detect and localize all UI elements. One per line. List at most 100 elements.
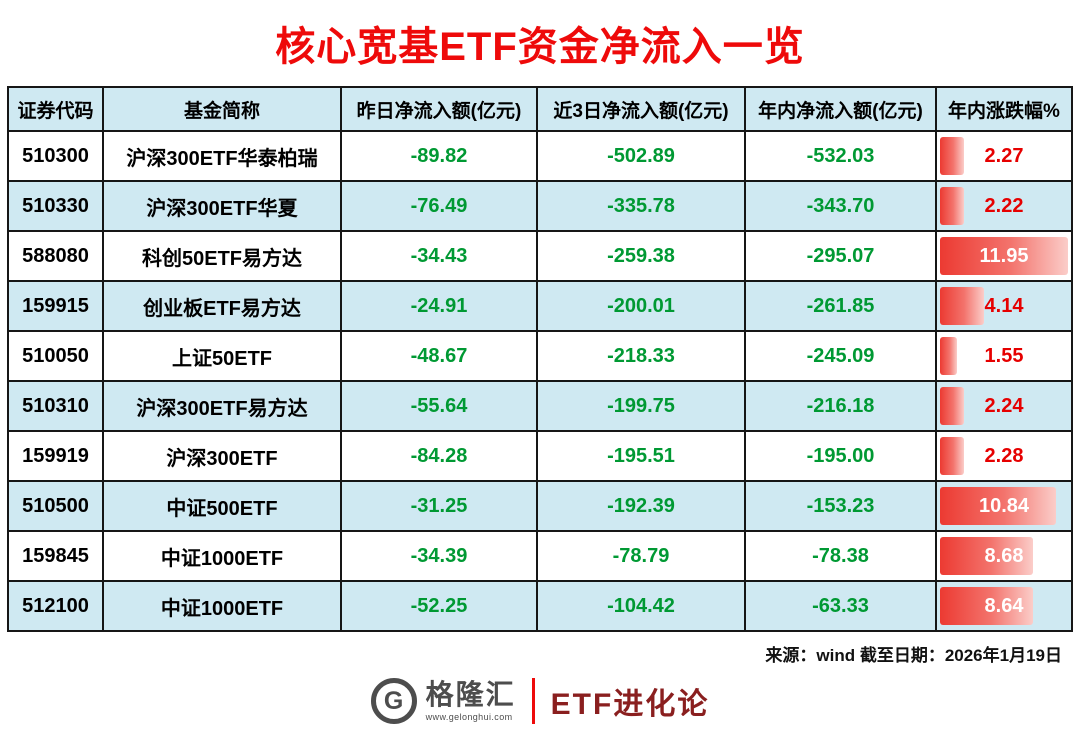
column-header-0: 证券代码 [7,86,104,132]
cell-fund-name: 沪深300ETF易方达 [102,380,342,432]
table-row: 159915 创业板ETF易方达 -24.91 -200.01 -261.85 4.14 [7,280,1073,332]
change-data-bar [940,587,1033,625]
cell-code: 512100 [7,580,104,632]
change-value: 2.27 [984,144,1024,167]
cell-net-flow: -200.01 [536,280,746,332]
column-header-4: 年内净流入额(亿元) [744,86,937,132]
cell-net-flow: -153.23 [744,480,937,532]
cell-net-flow: -52.25 [340,580,538,632]
cell-net-flow: -218.33 [536,330,746,382]
cell-fund-name: 中证1000ETF [102,530,342,582]
cell-fund-name: 沪深300ETF华泰柏瑞 [102,130,342,182]
cell-ytd-change: 4.14 [935,280,1073,332]
cell-ytd-change: 11.95 [935,230,1073,282]
cell-code: 510500 [7,480,104,532]
cell-net-flow: -245.09 [744,330,937,382]
cell-fund-name: 中证1000ETF [102,580,342,632]
change-data-bar [940,437,965,475]
cell-ytd-change: 2.24 [935,380,1073,432]
cell-ytd-change: 2.22 [935,180,1073,232]
table-row: 512100 中证1000ETF -52.25 -104.42 -63.33 8.64 [7,580,1073,632]
cell-net-flow: -335.78 [536,180,746,232]
cell-net-flow: -195.00 [744,430,937,482]
gelonghui-logo: G 格隆汇 www.gelonghui.com [370,678,516,724]
table-row: 159845 中证1000ETF -34.39 -78.79 -78.38 8.68 [7,530,1073,582]
change-data-bar [940,287,985,325]
change-data-bar [940,487,1057,525]
cell-code: 159919 [7,430,104,482]
cell-net-flow: -502.89 [536,130,746,182]
cell-code: 510330 [7,180,104,232]
gelonghui-g-icon: G [370,678,417,724]
etf-brand-title: ETF进化论 [550,688,710,721]
cell-fund-name: 中证500ETF [102,480,342,532]
table-row: 510300 沪深300ETF华泰柏瑞 -89.82 -502.89 -532.03 2.… [7,130,1073,182]
cell-net-flow: -48.67 [340,330,538,382]
cell-code: 510050 [7,330,104,382]
change-value: 8.68 [984,544,1024,567]
column-header-3: 近3日净流入额(亿元) [536,86,746,132]
cell-code: 510310 [7,380,104,432]
page-title: 核心宽基ETF资金净流入一览 [275,25,805,69]
change-data-bar [940,237,1068,275]
footer-brand: G 格隆汇 www.gelonghui.com ETF进化论 [0,678,1080,724]
cell-net-flow: -195.51 [536,430,746,482]
change-value: 8.64 [984,594,1024,617]
table-row: 510050 上证50ETF -48.67 -218.33 -245.09 1.55 [7,330,1073,382]
table-row: 588080 科创50ETF易方达 -34.43 -259.38 -295.07 11.9… [7,230,1073,282]
cell-fund-name: 沪深300ETF [102,430,342,482]
table-body: 510300 沪深300ETF华泰柏瑞 -89.82 -502.89 -532.03 2.… [7,130,1073,632]
cell-ytd-change: 8.68 [935,530,1073,582]
change-value: 10.84 [978,494,1030,517]
cell-ytd-change: 2.27 [935,130,1073,182]
change-value: 2.22 [984,194,1024,217]
cell-net-flow: -63.33 [744,580,937,632]
cell-fund-name: 创业板ETF易方达 [102,280,342,332]
cell-net-flow: -24.91 [340,280,538,332]
etf-flow-table: 证券代码 基金简称 昨日净流入额(亿元) 近3日净流入额(亿元) 年内净流入额(亿元) 年… [7,86,1073,632]
cell-code: 159845 [7,530,104,582]
cell-ytd-change: 10.84 [935,480,1073,532]
cell-code: 588080 [7,230,104,282]
cell-net-flow: -216.18 [744,380,937,432]
cell-fund-name: 上证50ETF [102,330,342,382]
change-data-bar [940,537,1033,575]
cell-net-flow: -343.70 [744,180,937,232]
cell-ytd-change: 8.64 [935,580,1073,632]
cell-net-flow: -31.25 [340,480,538,532]
cell-net-flow: -78.79 [536,530,746,582]
cell-code: 159915 [7,280,104,332]
change-value: 4.14 [984,294,1024,317]
change-value: 11.95 [979,244,1029,267]
logo-text: 格隆汇 www.gelonghui.com [425,678,516,722]
cell-net-flow: -104.42 [536,580,746,632]
cell-ytd-change: 1.55 [935,330,1073,382]
cell-net-flow: -89.82 [340,130,538,182]
table-row: 159919 沪深300ETF -84.28 -195.51 -195.00 2.28 [7,430,1073,482]
cell-net-flow: -34.43 [340,230,538,282]
cell-net-flow: -192.39 [536,480,746,532]
table-row: 510310 沪深300ETF易方达 -55.64 -199.75 -216.18 2.2… [7,380,1073,432]
cell-fund-name: 沪深300ETF华夏 [102,180,342,232]
cell-code: 510300 [7,130,104,182]
cell-net-flow: -199.75 [536,380,746,432]
column-header-5: 年内涨跌幅% [935,86,1073,132]
cell-net-flow: -532.03 [744,130,937,182]
table-row: 510330 沪深300ETF华夏 -76.49 -335.78 -343.70 2.22 [7,180,1073,232]
logo-letter: G [383,686,404,715]
table-header-row: 证券代码 基金简称 昨日净流入额(亿元) 近3日净流入额(亿元) 年内净流入额(亿元) 年… [7,86,1073,132]
logo-url: www.gelonghui.com [425,711,513,722]
cell-net-flow: -84.28 [340,430,538,482]
change-value: 2.28 [984,444,1024,467]
change-value: 2.24 [984,394,1024,417]
change-data-bar [940,137,965,175]
change-data-bar [940,187,964,225]
cell-net-flow: -55.64 [340,380,538,432]
logo-name: 格隆汇 [425,678,516,710]
cell-net-flow: -76.49 [340,180,538,232]
cell-net-flow: -78.38 [744,530,937,582]
cell-net-flow: -261.85 [744,280,937,332]
column-header-2: 昨日净流入额(亿元) [340,86,538,132]
source-note: 来源：wind 截至日期：2026年1月19日 [765,646,1062,665]
table-row: 510500 中证500ETF -31.25 -192.39 -153.23 10.84 [7,480,1073,532]
